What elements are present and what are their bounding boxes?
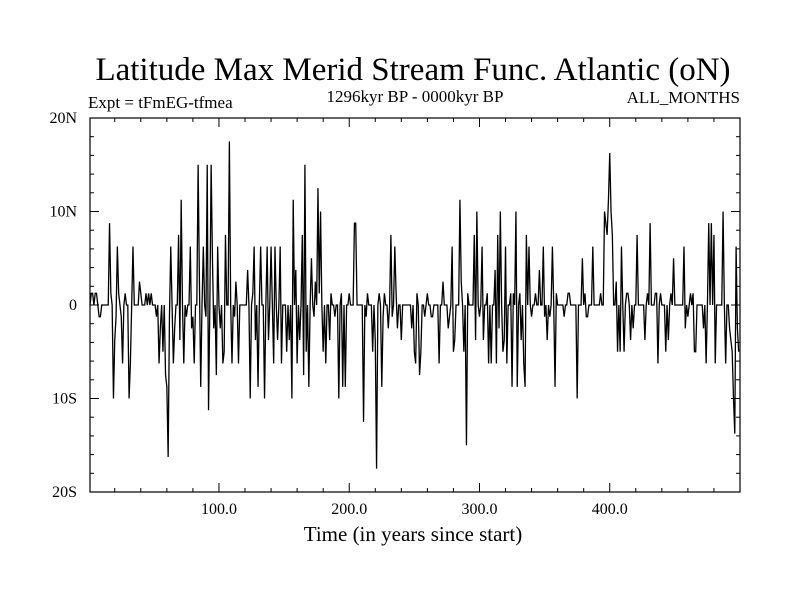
- x-tick-label: 300.0: [461, 501, 497, 518]
- chart-title: Latitude Max Merid Stream Func. Atlantic…: [95, 52, 730, 88]
- y-tick-label: 10N: [49, 204, 77, 221]
- x-axis-label: Time (in years since start): [304, 522, 523, 546]
- x-tick-label: 200.0: [331, 501, 367, 518]
- x-tick-label: 100.0: [201, 501, 237, 518]
- y-tick-label: 0: [69, 297, 77, 314]
- x-tick-label: 400.0: [592, 501, 628, 518]
- subtitle-center: 1296kyr BP - 0000kyr BP: [327, 87, 504, 106]
- y-tick-label: 20N: [49, 110, 77, 127]
- subtitle-left: Expt = tFmEG-tfmea: [88, 93, 233, 112]
- subtitle-right: ALL_MONTHS: [627, 88, 740, 107]
- series-group: [89, 141, 740, 469]
- y-tick-label: 10S: [52, 391, 77, 408]
- ticks-group: 100.0 200.0 300.0 400.0 20S 10S 0 10N 20N: [49, 110, 740, 518]
- y-tick-label: 20S: [52, 484, 77, 501]
- plot-frame: [89, 117, 741, 493]
- series-line-0: [89, 141, 740, 469]
